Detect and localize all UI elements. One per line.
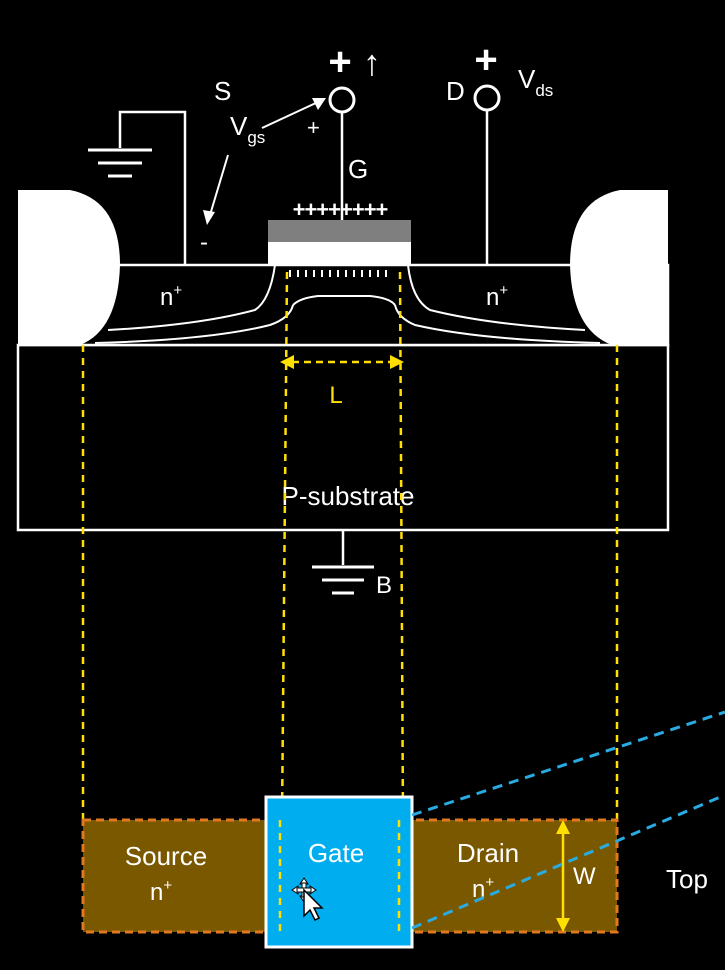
width-label: W bbox=[573, 863, 596, 890]
leader-lines bbox=[411, 710, 725, 930]
length-arrow-left bbox=[280, 355, 294, 369]
vds-label: Vds bbox=[518, 64, 553, 100]
gate-plus-sign: + bbox=[328, 40, 351, 84]
source-wire bbox=[118, 110, 187, 265]
vds-sub: ds bbox=[535, 81, 553, 100]
source-region-label: n+ bbox=[160, 282, 182, 311]
gate-charges: ++++++++ bbox=[293, 197, 388, 222]
vgs-arrowhead-source bbox=[203, 210, 215, 225]
vgs-main: V bbox=[230, 111, 248, 141]
vgs-arrowhead-gate bbox=[312, 98, 326, 110]
drain-top-type: n+ bbox=[472, 874, 494, 903]
projection-lines bbox=[81, 271, 619, 821]
vgs-label: Vgs bbox=[230, 111, 265, 147]
drain-terminal-circle bbox=[473, 84, 501, 112]
source-diffusion-top bbox=[81, 818, 275, 934]
length-label: L bbox=[329, 382, 342, 409]
drain-region-sup: + bbox=[499, 282, 508, 299]
drain-junction-inner bbox=[407, 264, 586, 331]
source-region-sup: + bbox=[173, 282, 182, 299]
vgs-sub: gs bbox=[247, 128, 265, 147]
body-terminal-label: B bbox=[376, 572, 392, 599]
depletion-region bbox=[292, 295, 396, 306]
drain-top-label: Drain bbox=[457, 838, 519, 868]
drain-top-n: n bbox=[472, 876, 485, 903]
vgs-arrow-to-gate bbox=[261, 101, 319, 129]
width-arrow-bottom bbox=[556, 918, 570, 932]
gate-insulator bbox=[268, 242, 411, 266]
field-oxide-right bbox=[570, 190, 668, 345]
gate-terminal-label: G bbox=[348, 154, 368, 184]
gate-up-arrow: ↑ bbox=[363, 42, 381, 83]
top-view-caption: Top bbox=[666, 864, 708, 894]
width-arrow-top bbox=[556, 820, 570, 834]
source-junction-inner bbox=[107, 264, 276, 331]
gate-top-label: Gate bbox=[308, 838, 364, 868]
gate-terminal-circle bbox=[328, 86, 356, 114]
source-top-type: n+ bbox=[150, 877, 172, 906]
drain-plus-sign: + bbox=[474, 38, 497, 82]
field-oxide-left bbox=[18, 190, 120, 345]
source-region-n: n bbox=[160, 284, 173, 311]
substrate-label: P-substrate bbox=[282, 481, 415, 511]
source-terminal-label: S bbox=[214, 76, 231, 106]
vgs-arrow-to-source bbox=[209, 154, 229, 216]
drain-top-sup: + bbox=[485, 874, 494, 891]
source-top-label: Source bbox=[125, 841, 207, 871]
vds-main: V bbox=[518, 64, 536, 94]
source-top-n: n bbox=[150, 879, 163, 906]
source-top-sup: + bbox=[163, 877, 172, 894]
vgs-minus: - bbox=[200, 229, 208, 256]
drain-diffusion-top bbox=[401, 818, 619, 934]
channel-charges bbox=[289, 270, 387, 277]
length-arrow-right bbox=[390, 355, 404, 369]
drain-region-n: n bbox=[486, 284, 499, 311]
drain-region-label: n+ bbox=[486, 282, 508, 311]
ground-symbol-icon bbox=[88, 148, 152, 178]
vgs-plus: + bbox=[307, 115, 320, 140]
gate-top bbox=[264, 795, 414, 949]
gate-oxide bbox=[268, 220, 411, 242]
drain-terminal-label: D bbox=[446, 76, 465, 106]
move-cursor-icon bbox=[291, 877, 324, 922]
body-ground-icon bbox=[312, 565, 374, 595]
